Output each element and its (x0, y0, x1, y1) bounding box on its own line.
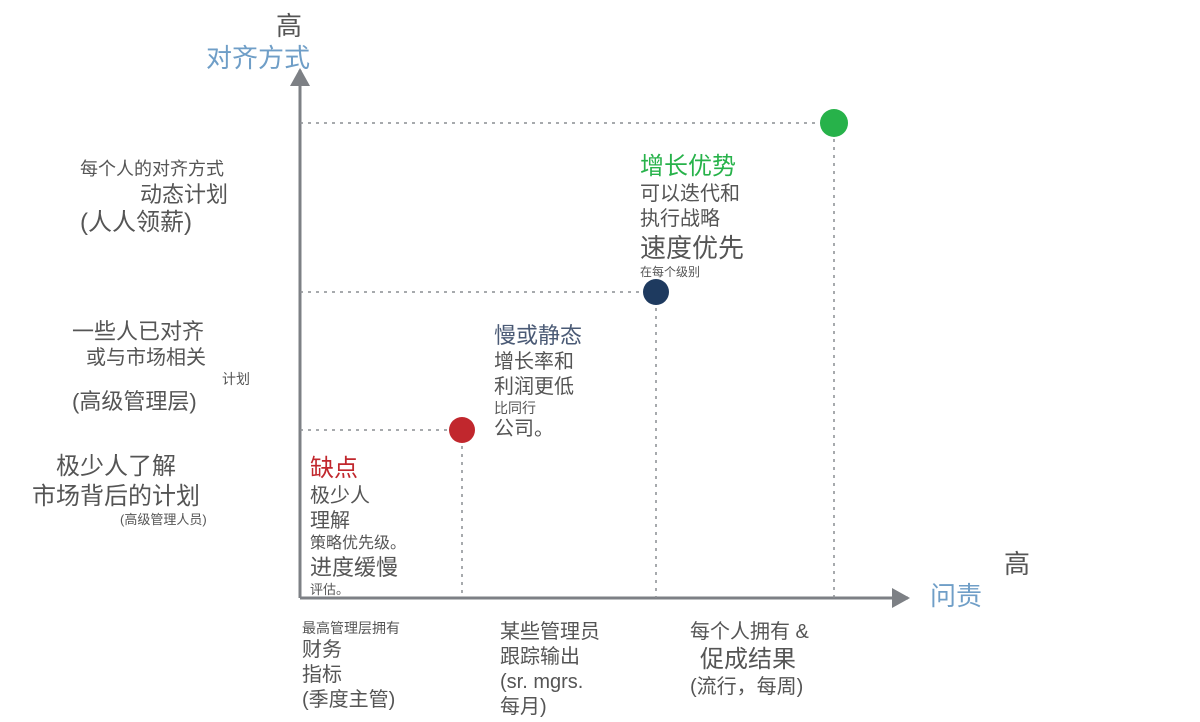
x-tick-x1-line: 指标 (302, 663, 400, 688)
y-tick-y3-line: 每个人的对齐方式 (80, 158, 228, 181)
annotation-weakness_text-line: 极少人 (310, 484, 406, 509)
y-axis-title: 对齐方式 (206, 42, 310, 75)
x-tick-x3-line: (流行，每周) (690, 675, 809, 700)
y-tick-y1: 极少人了解市场背后的计划(高级管理人员) (32, 452, 207, 528)
x-tick-x3-line: 每个人拥有 & (690, 620, 809, 645)
x-tick-x2-line: 某些管理员 (500, 620, 600, 645)
y-tick-y3-line: 动态计划 (140, 181, 228, 209)
annotation-advantage_text: 增长优势可以迭代和执行战略速度优先在每个级别 (640, 152, 744, 280)
y-tick-y1-line: 市场背后的计划 (32, 482, 207, 512)
annotation-advantage_text-line: 增长优势 (640, 152, 744, 182)
annotation-middle_text: 慢或静态增长率和利润更低比同行公司。 (494, 322, 582, 442)
annotation-middle_text-line: 增长率和 (494, 350, 582, 375)
annotation-weakness_text-line: 进度缓慢 (310, 554, 406, 582)
y-tick-y2-line: 计划 (222, 371, 250, 389)
y-tick-y2-line: (高级管理层) (72, 388, 250, 416)
x-tick-x1: 最高管理层拥有财务指标(季度主管) (302, 620, 400, 713)
x-axis-label-high: 高 (1004, 548, 1030, 581)
y-tick-y1-line: 极少人了解 (56, 452, 207, 482)
y-tick-y1-line: (高级管理人员) (120, 512, 207, 528)
x-tick-x2: 某些管理员跟踪输出(sr. mgrs.每月) (500, 620, 600, 720)
annotation-middle_text-line: 公司。 (494, 417, 582, 442)
x-tick-x1-line: 最高管理层拥有 (302, 620, 400, 638)
annotation-weakness_text-line: 策略优先级。 (310, 534, 406, 554)
annotation-middle_text-line: 慢或静态 (494, 322, 582, 350)
y-tick-y3-line: (人人领薪) (80, 208, 228, 238)
x-axis-title: 问责 (930, 580, 982, 613)
annotation-advantage_text-line: 可以迭代和 (640, 182, 744, 207)
x-tick-x2-line: 每月) (500, 695, 600, 720)
x-tick-x2-line: (sr. mgrs. (500, 670, 600, 695)
x-tick-x3: 每个人拥有 &促成结果(流行，每周) (690, 620, 809, 700)
x-tick-x3-line: 促成结果 (700, 645, 809, 675)
annotation-advantage_text-line: 速度优先 (640, 232, 744, 265)
y-tick-y3: 每个人的对齐方式动态计划(人人领薪) (80, 158, 228, 238)
point-advantage (820, 109, 848, 137)
annotation-weakness_text-line: 缺点 (310, 454, 406, 484)
y-axis-label-high: 高 (276, 10, 302, 43)
annotation-weakness_text-line: 评估。 (310, 582, 406, 598)
point-middle (643, 279, 669, 305)
point-weakness (449, 417, 475, 443)
annotation-middle_text-line: 利润更低 (494, 375, 582, 400)
x-tick-x1-line: 财务 (302, 638, 400, 663)
annotation-middle_text-line: 比同行 (494, 400, 582, 418)
y-tick-y2: 一些人已对齐或与市场相关计划(高级管理层) (72, 318, 250, 416)
annotation-weakness_text: 缺点极少人理解策略优先级。进度缓慢评估。 (310, 454, 406, 598)
annotation-weakness_text-line: 理解 (310, 509, 406, 534)
x-tick-x1-line: (季度主管) (302, 688, 400, 713)
y-tick-y2-line: 或与市场相关 (86, 346, 250, 371)
annotation-advantage_text-line: 在每个级别 (640, 265, 744, 280)
y-tick-y2-line: 一些人已对齐 (72, 318, 250, 346)
annotation-advantage_text-line: 执行战略 (640, 207, 744, 232)
x-tick-x2-line: 跟踪输出 (500, 645, 600, 670)
